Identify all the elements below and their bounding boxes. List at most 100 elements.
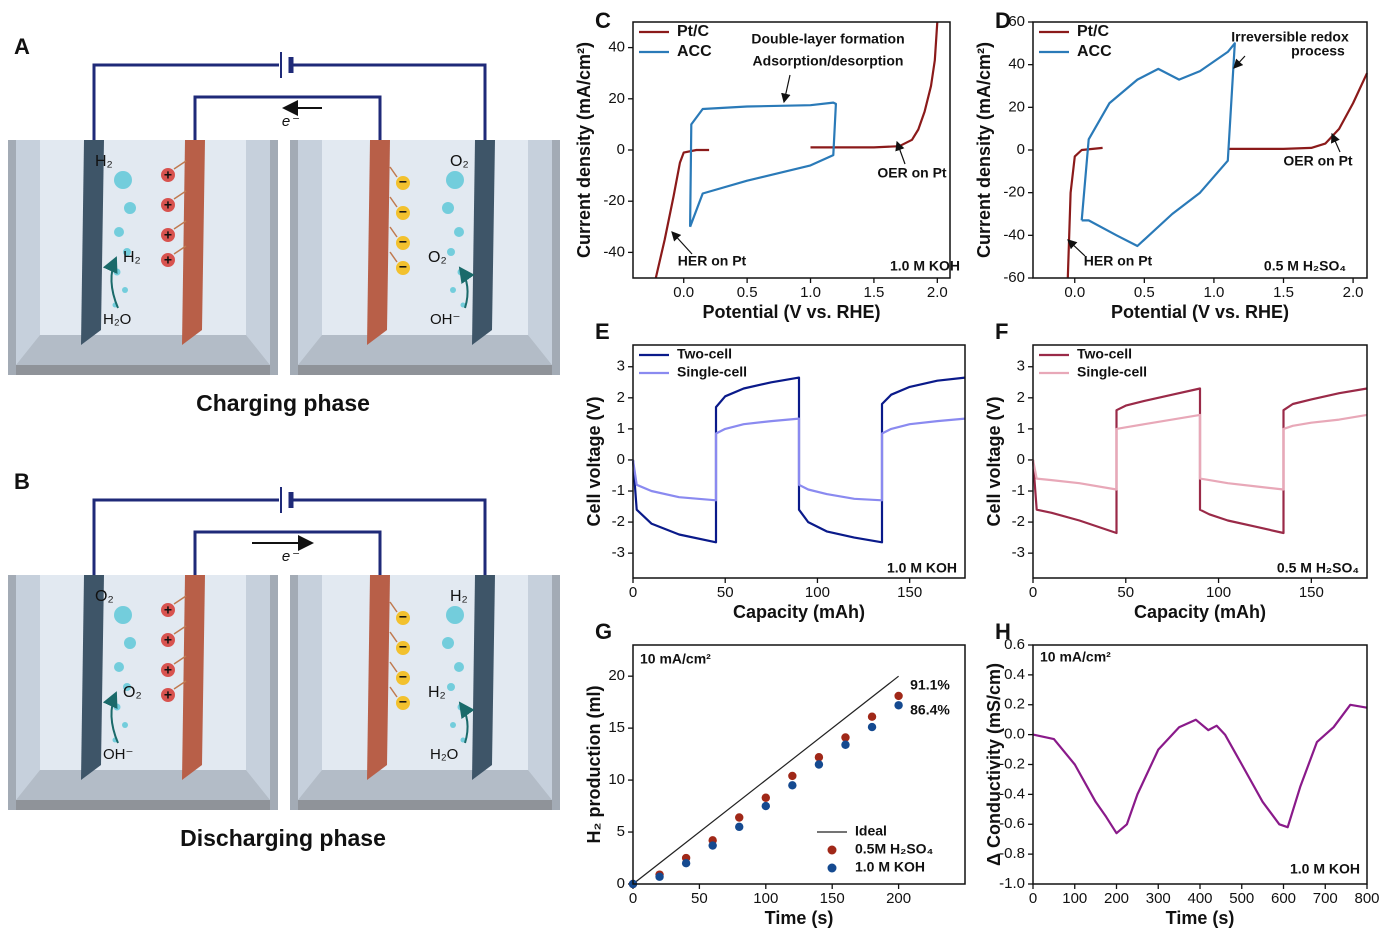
data-point <box>735 822 744 832</box>
annotation: 1.0 M KOH <box>887 560 957 576</box>
anion <box>396 671 410 685</box>
electrode-metal <box>182 140 205 345</box>
bubble <box>460 737 466 743</box>
y-tick-label: -40 <box>1003 226 1025 243</box>
bubble <box>122 722 128 728</box>
y-tick-label: 40 <box>1008 56 1025 73</box>
y-axis-label: Cell voltage (V) <box>984 396 1004 526</box>
x-tick-label: 0.0 <box>1064 284 1085 301</box>
bubble <box>454 227 464 237</box>
reactant-label: H₂O <box>103 311 131 328</box>
ion-arrow <box>389 166 398 178</box>
tank-back <box>322 140 528 335</box>
legend-label: Two-cell <box>677 346 732 362</box>
reaction-arrow <box>102 691 119 744</box>
data-point <box>655 872 664 881</box>
bubble <box>113 703 121 711</box>
y-tick-label: -2 <box>612 513 625 530</box>
bubble <box>447 248 455 256</box>
data-point <box>681 859 691 868</box>
electrode-dark <box>472 575 495 780</box>
reaction-arrow <box>458 266 475 309</box>
x-tick-label: 150 <box>820 890 845 907</box>
y-tick-label: -0.4 <box>999 785 1025 802</box>
tank-back <box>40 575 246 770</box>
y-tick-label: -20 <box>1003 184 1025 201</box>
data-point <box>788 771 797 781</box>
x-tick-label: 100 <box>753 890 778 907</box>
series-line <box>1080 42 1236 248</box>
annotation: 86.4% <box>910 702 950 718</box>
x-axis-label: Potential (V vs. RHE) <box>702 302 880 322</box>
panel-label: A <box>14 34 30 59</box>
cation-sign: + <box>164 227 172 243</box>
x-tick-label: 150 <box>1299 584 1324 601</box>
cation <box>161 688 175 702</box>
annotation: Double-layer formation <box>751 31 904 47</box>
annotation: process <box>1291 43 1345 59</box>
y-tick-label: -20 <box>603 192 625 209</box>
legend-label: ACC <box>1077 43 1112 60</box>
annotation: Irreversible redox <box>1231 29 1349 45</box>
y-tick-label: 2 <box>1017 389 1025 406</box>
anion-sign: − <box>399 639 407 655</box>
legend-label: Pt/C <box>1077 23 1109 40</box>
ion-arrow <box>173 245 187 255</box>
x-tick-label: 150 <box>897 584 922 601</box>
data-point <box>867 712 877 721</box>
data-point <box>814 753 824 762</box>
x-tick-label: 300 <box>1146 890 1171 907</box>
panel-label: H <box>995 619 1011 644</box>
legend-swatch <box>827 845 837 855</box>
cation-sign: + <box>164 632 172 648</box>
y-tick-label: 3 <box>617 358 625 375</box>
anion <box>396 236 410 250</box>
gas-label: O₂ <box>123 684 142 701</box>
series-line <box>1066 72 1368 279</box>
anion-sign: − <box>399 669 407 685</box>
x-tick-label: 1.5 <box>1273 284 1294 301</box>
annotation: 0.5 M H₂SO₄ <box>1277 560 1359 576</box>
electrode-dark <box>81 575 104 780</box>
bubble <box>442 202 454 214</box>
bubble <box>447 683 455 691</box>
legend-label: 0.5M H₂SO₄ <box>855 841 933 857</box>
y-tick-label: 0.2 <box>1004 696 1025 713</box>
electron-label: e⁻ <box>282 548 299 565</box>
anion <box>396 261 410 275</box>
data-point <box>894 701 903 710</box>
tank-base <box>8 800 278 810</box>
x-tick-label: 700 <box>1313 890 1338 907</box>
data-point <box>867 722 877 732</box>
series-line <box>654 21 939 279</box>
cation-sign: + <box>164 662 172 678</box>
annotation: 91.1% <box>910 677 950 693</box>
x-axis-label: Time (s) <box>1166 908 1235 928</box>
y-tick-label: 0.6 <box>1004 636 1025 653</box>
y-tick-label: -3 <box>612 544 625 561</box>
x-tick-label: 0 <box>1029 584 1037 601</box>
y-tick-label: -3 <box>1012 544 1025 561</box>
electrode-metal <box>367 575 390 780</box>
ion-arrow <box>173 625 187 635</box>
gas-label: H₂ <box>95 153 113 170</box>
annotation-arrow <box>1067 239 1086 257</box>
cation-sign: + <box>164 602 172 618</box>
y-tick-label: 15 <box>608 719 625 736</box>
data-point <box>735 813 744 822</box>
x-tick-label: 100 <box>805 584 830 601</box>
y-axis-label: Current density (mA/cm²) <box>974 42 994 258</box>
x-axis-label: Potential (V vs. RHE) <box>1111 302 1289 322</box>
bubble <box>114 662 124 672</box>
x-tick-label: 1.0 <box>1203 284 1224 301</box>
reaction-arrow <box>102 256 119 309</box>
legend-label: 1.0 M KOH <box>855 859 925 875</box>
tank-floor <box>298 335 552 365</box>
anion-sign: − <box>399 609 407 625</box>
x-tick-label: 200 <box>1104 890 1129 907</box>
annotation: Adsorption/desorption <box>753 53 904 69</box>
y-tick-label: 0 <box>1017 451 1025 468</box>
tank-rim <box>290 575 298 810</box>
y-tick-label: -0.8 <box>999 845 1025 862</box>
annotation-arrow <box>1331 132 1341 153</box>
